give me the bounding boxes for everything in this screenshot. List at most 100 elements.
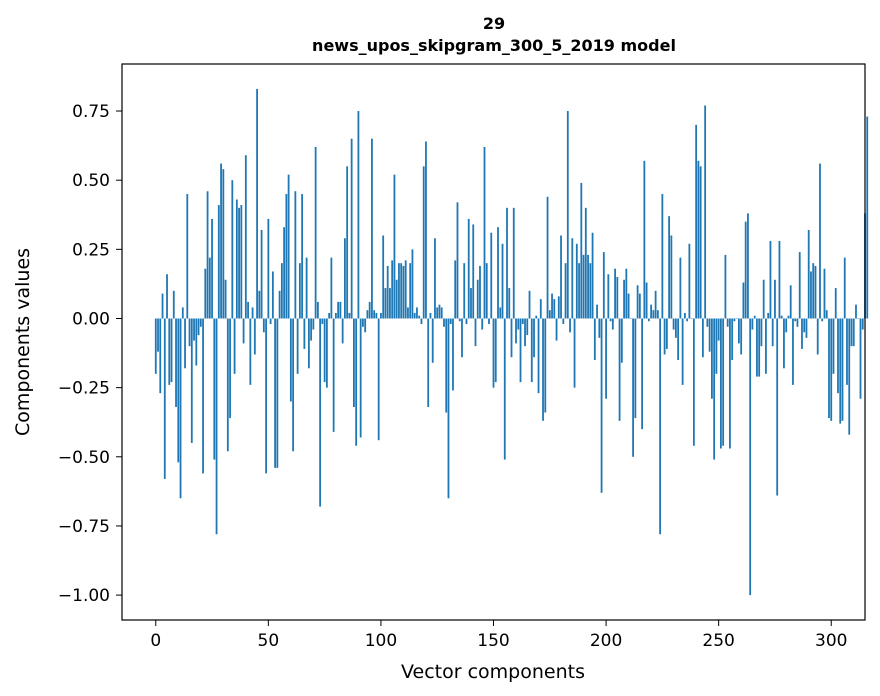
bar-266 xyxy=(753,315,756,319)
bar-97 xyxy=(373,310,376,319)
bar-52 xyxy=(271,271,274,319)
bar-237 xyxy=(688,243,691,319)
bar-250 xyxy=(717,318,720,341)
y-tick-label: −0.50 xyxy=(58,448,110,468)
bar-61 xyxy=(292,318,295,452)
bar-283 xyxy=(792,318,794,385)
bar-260 xyxy=(740,318,743,355)
bar-217 xyxy=(643,160,646,319)
bar-300 xyxy=(830,318,833,421)
bar-255 xyxy=(729,318,731,449)
bar-78 xyxy=(330,257,333,319)
bar-288 xyxy=(803,318,806,333)
bar-207 xyxy=(620,318,623,363)
bar-198 xyxy=(600,318,603,493)
y-tick-label: −0.75 xyxy=(58,517,110,537)
bar-56 xyxy=(280,263,283,319)
bar-35 xyxy=(233,318,236,374)
bar-215 xyxy=(638,293,641,319)
bar-74 xyxy=(321,318,324,325)
bar-268 xyxy=(758,318,761,377)
bar-175 xyxy=(548,310,551,319)
bar-206 xyxy=(618,318,621,421)
bar-248 xyxy=(713,318,716,460)
bar-251 xyxy=(720,318,722,449)
bar-34 xyxy=(231,180,234,319)
bar-86 xyxy=(348,312,351,319)
bar-167 xyxy=(530,318,533,383)
bar-172 xyxy=(542,318,544,421)
bar-218 xyxy=(645,282,648,319)
bar-290 xyxy=(807,229,810,319)
bar-95 xyxy=(368,301,371,319)
bar-96 xyxy=(371,138,373,319)
bar-54 xyxy=(276,318,279,468)
bar-101 xyxy=(382,235,385,319)
bar-276 xyxy=(776,318,779,496)
bar-228 xyxy=(668,216,671,319)
bar-16 xyxy=(190,318,193,443)
bar-264 xyxy=(749,318,752,596)
bar-67 xyxy=(305,257,308,319)
bar-302 xyxy=(834,288,837,319)
bar-244 xyxy=(704,105,707,319)
bar-139 xyxy=(467,218,470,319)
bar-262 xyxy=(744,221,747,319)
bar-32 xyxy=(226,318,229,452)
bar-306 xyxy=(843,257,846,319)
bar-129 xyxy=(445,318,448,413)
bar-28 xyxy=(217,205,220,319)
bar-50 xyxy=(267,218,270,319)
bar-104 xyxy=(389,288,391,319)
bar-277 xyxy=(778,241,781,319)
bar-29 xyxy=(220,163,222,319)
bar-68 xyxy=(307,318,310,369)
bar-259 xyxy=(738,318,740,344)
x-tick-label: 150 xyxy=(477,631,509,651)
bar-304 xyxy=(839,318,842,424)
bar-166 xyxy=(528,290,531,319)
bar-232 xyxy=(677,318,680,360)
bar-64 xyxy=(298,263,301,319)
bar-51 xyxy=(269,318,272,325)
bar-93 xyxy=(364,318,367,333)
bar-12 xyxy=(181,307,184,319)
bar-144 xyxy=(479,265,481,319)
bar-196 xyxy=(596,304,598,319)
bar-270 xyxy=(762,279,765,319)
bar-190 xyxy=(582,254,585,319)
bar-293 xyxy=(814,265,817,319)
bar-152 xyxy=(497,227,499,319)
bar-220 xyxy=(650,304,653,319)
bar-168 xyxy=(533,318,535,358)
bar-151 xyxy=(494,318,497,383)
bar-77 xyxy=(328,312,331,319)
y-tick-label: 0.00 xyxy=(72,309,110,329)
bar-107 xyxy=(395,279,398,319)
bar-125 xyxy=(436,307,439,319)
bar-11 xyxy=(179,318,182,499)
bar-22 xyxy=(204,268,207,319)
bar-162 xyxy=(519,318,522,383)
bar-280 xyxy=(785,318,788,333)
bar-173 xyxy=(544,318,547,413)
bar-233 xyxy=(679,257,682,319)
bar-249 xyxy=(715,318,718,374)
bar-122 xyxy=(429,312,432,319)
y-axis-label: Components values xyxy=(12,248,34,436)
bar-59 xyxy=(287,174,290,319)
y-tick-label: 0.50 xyxy=(72,171,110,191)
bar-161 xyxy=(517,318,520,330)
bar-163 xyxy=(521,318,524,325)
bar-114 xyxy=(411,249,414,319)
bar-240 xyxy=(695,124,698,319)
bar-4 xyxy=(163,318,166,479)
bar-17 xyxy=(193,318,195,341)
bar-105 xyxy=(391,260,394,319)
bar-311 xyxy=(855,304,857,319)
bar-15 xyxy=(188,318,191,347)
bar-227 xyxy=(665,318,668,349)
bar-141 xyxy=(472,224,475,319)
